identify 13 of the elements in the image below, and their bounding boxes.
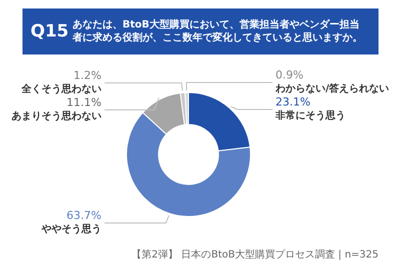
slice-label: 全くそう思わない xyxy=(20,82,102,95)
chart-subtitle: あなたは、BtoB大型購買において、営業担当者やベンダー担当者に求める役割が、ここ数年で変化してきていると思いますか。 xyxy=(72,18,362,44)
slice-label: あまりそう思わない xyxy=(12,110,102,122)
data-label: 1.2% xyxy=(74,68,102,82)
data-label: 63.7% xyxy=(66,209,102,222)
data-label: 11.1% xyxy=(66,96,102,109)
chart-title: Q15 xyxy=(30,22,69,42)
slice-label: 非常にそう思う xyxy=(274,110,346,122)
data-label: 23.1% xyxy=(276,96,310,109)
slice-label: わからない/答えられない xyxy=(274,82,390,95)
slice-label: ややそう思う xyxy=(40,223,102,236)
data-label: 0.9% xyxy=(276,68,304,82)
text: 【第2弾】 日本のBtoB大型購買プロセス調査 | n=325 xyxy=(132,248,379,260)
